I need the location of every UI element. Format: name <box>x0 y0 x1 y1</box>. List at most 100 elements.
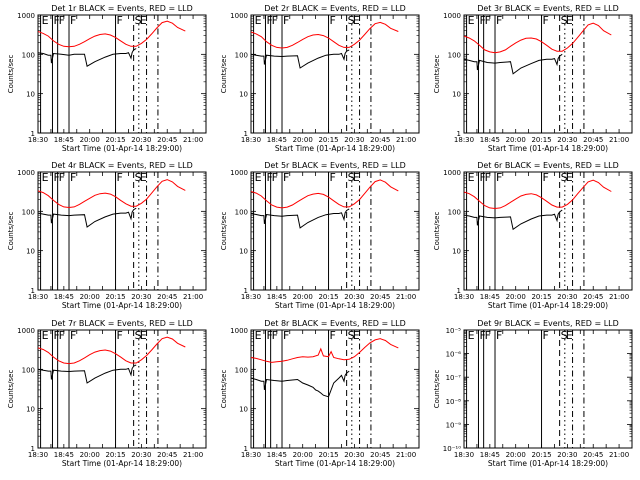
marker-label: E <box>566 329 573 342</box>
x-tick-label: 20:30 <box>557 136 577 144</box>
plot-frame <box>463 329 633 449</box>
marker-label: F <box>266 329 272 342</box>
marker-label: F <box>59 171 65 184</box>
x-tick-label: 20:15 <box>105 293 125 301</box>
marker-label: F <box>117 171 123 184</box>
marker-label: F <box>70 329 76 342</box>
marker-label: F <box>543 171 549 184</box>
y-tick-label: 100 <box>22 366 35 374</box>
y-tick-label: 1 <box>244 287 248 295</box>
marker-label: E <box>353 14 360 27</box>
y-tick-label: 10⁻¹⁰ <box>443 445 461 453</box>
y-tick-label: 100 <box>235 208 248 216</box>
x-tick-label: 20:45 <box>370 293 390 301</box>
marker-label: S <box>135 171 142 184</box>
x-tick-label: 20:00 <box>293 293 313 301</box>
marker-label: F <box>485 14 491 27</box>
x-axis-label: Start Time (01-Apr-14 18:29:00) <box>62 144 182 153</box>
marker-label: E <box>42 14 49 27</box>
x-tick-label: 18:45 <box>267 293 287 301</box>
y-tick-label: 10 <box>452 248 461 256</box>
panel-title: Det 4r BLACK = Events, RED = LLD <box>51 161 193 170</box>
x-tick-label: 21:00 <box>183 293 203 301</box>
marker-label: F <box>283 329 289 342</box>
panel-det2: Det 2r BLACK = Events, RED = LLD 18:30 18:… <box>220 4 420 153</box>
panel-det3: Det 3r BLACK = Events, RED = LLD 18:30 18:… <box>433 4 633 153</box>
marker-label: E <box>353 329 360 342</box>
x-tick-label: 20:30 <box>557 451 577 459</box>
marker-label: E <box>42 171 49 184</box>
marker-label: S <box>135 329 142 342</box>
y-tick-label: 10⁻⁷ <box>446 374 462 382</box>
y-axis-label: Counts/sec <box>7 212 15 251</box>
marker-label: E <box>566 14 573 27</box>
series-line-events <box>38 48 137 67</box>
x-tick-label: 20:45 <box>157 451 177 459</box>
y-tick-label: 10 <box>239 406 248 414</box>
x-axis-label: Start Time (01-Apr-14 18:29:00) <box>488 301 608 310</box>
x-tick-label: 18:30 <box>241 293 261 301</box>
plot-frame <box>37 329 207 449</box>
marker-label: S <box>135 14 142 27</box>
panel-title: Det 2r BLACK = Events, RED = LLD <box>264 4 406 13</box>
marker-label: F <box>330 171 336 184</box>
series-line-lld <box>38 179 186 209</box>
x-tick-label: 18:45 <box>267 136 287 144</box>
marker-label: F <box>59 14 65 27</box>
x-tick-label: 20:15 <box>318 451 338 459</box>
y-tick-label: 10 <box>452 91 461 99</box>
x-tick-label: 20:30 <box>344 451 364 459</box>
marker-label: F <box>117 14 123 27</box>
plot-frame <box>250 14 420 134</box>
marker-label: F <box>53 329 59 342</box>
marker-label: E <box>566 171 573 184</box>
y-tick-label: 10 <box>239 248 248 256</box>
series-line-events <box>251 208 350 229</box>
x-tick-label: 20:45 <box>583 293 603 301</box>
marker-label: F <box>479 171 485 184</box>
marker-label: S <box>348 14 355 27</box>
x-tick-label: 20:15 <box>318 136 338 144</box>
x-tick-label: 18:30 <box>241 136 261 144</box>
marker-label: S <box>561 329 568 342</box>
plot-frame <box>37 14 207 134</box>
y-tick-label: 100 <box>448 208 461 216</box>
panel-title: Det 7r BLACK = Events, RED = LLD <box>51 319 193 328</box>
y-axis-label: Counts/sec <box>433 212 441 251</box>
series-line-events <box>251 49 350 69</box>
x-tick-label: 20:00 <box>506 136 526 144</box>
series-line-lld <box>251 21 399 49</box>
x-tick-label: 20:15 <box>531 293 551 301</box>
marker-label: S <box>561 14 568 27</box>
marker-label: E <box>140 171 147 184</box>
panel-det6: Det 6r BLACK = Events, RED = LLD 18:30 18:… <box>433 161 633 310</box>
x-tick-label: 20:30 <box>131 136 151 144</box>
marker-label: F <box>117 329 123 342</box>
marker-label: F <box>266 171 272 184</box>
marker-label: E <box>468 171 475 184</box>
y-tick-label: 100 <box>22 208 35 216</box>
x-tick-label: 20:15 <box>105 136 125 144</box>
y-tick-label: 1000 <box>230 12 248 20</box>
x-axis-label: Start Time (01-Apr-14 18:29:00) <box>275 459 395 468</box>
x-tick-label: 21:00 <box>183 136 203 144</box>
marker-label: E <box>255 14 262 27</box>
marker-label: F <box>272 14 278 27</box>
marker-label: E <box>140 329 147 342</box>
y-tick-label: 1000 <box>17 12 35 20</box>
marker-label: F <box>272 171 278 184</box>
plot-frame <box>250 329 420 449</box>
panel-title: Det 9r BLACK = Events, RED = LLD <box>477 319 619 328</box>
marker-label: F <box>272 329 278 342</box>
x-tick-label: 21:00 <box>396 293 416 301</box>
plot-frame <box>250 171 420 291</box>
x-tick-label: 18:45 <box>480 293 500 301</box>
panel-det5: Det 5r BLACK = Events, RED = LLD 18:30 18:… <box>220 161 420 310</box>
x-axis-label: Start Time (01-Apr-14 18:29:00) <box>488 144 608 153</box>
y-tick-label: 10 <box>239 91 248 99</box>
x-tick-label: 20:30 <box>131 451 151 459</box>
marker-label: S <box>348 171 355 184</box>
marker-label: S <box>561 171 568 184</box>
marker-label: F <box>496 171 502 184</box>
x-tick-label: 18:30 <box>28 136 48 144</box>
